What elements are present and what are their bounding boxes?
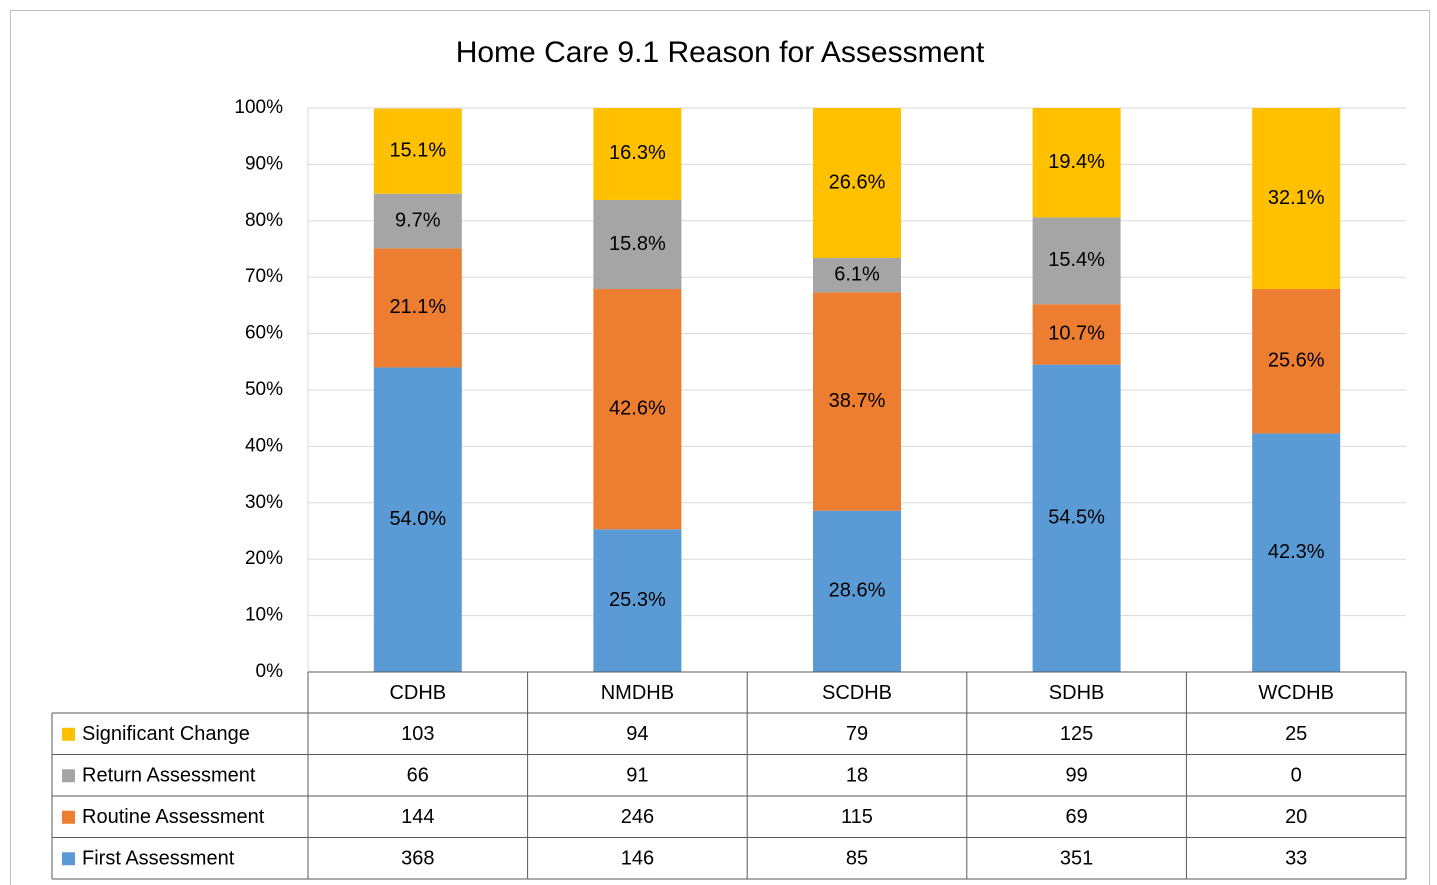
legend-swatch <box>62 810 75 824</box>
data-label: 15.1% <box>389 139 446 161</box>
table-cell: 103 <box>401 723 434 745</box>
y-tick-label: 60% <box>245 323 283 344</box>
data-label: 10.7% <box>1048 323 1105 345</box>
bar-segment <box>1252 289 1341 434</box>
data-label: 9.7% <box>395 209 441 231</box>
bar-segment <box>373 193 462 249</box>
table-cell: 146 <box>621 848 654 870</box>
table-cell: 144 <box>401 806 434 828</box>
y-tick-label: 30% <box>245 492 283 513</box>
bar-segment <box>1032 217 1121 305</box>
x-tick-label: NMDHB <box>601 682 674 704</box>
data-label: 16.3% <box>609 142 666 164</box>
bar-segment <box>1252 108 1341 290</box>
table-cell: 85 <box>846 848 868 870</box>
table-cell: 368 <box>401 848 434 870</box>
table-cell: 246 <box>621 806 654 828</box>
y-tick-label: 40% <box>245 435 283 456</box>
data-label: 21.1% <box>389 296 446 318</box>
data-label: 26.6% <box>829 171 886 193</box>
y-tick-label: 50% <box>245 379 283 400</box>
data-label: 19.4% <box>1048 151 1105 173</box>
bar-segment <box>593 289 682 530</box>
data-label: 25.6% <box>1268 350 1325 372</box>
table-cell: 79 <box>846 723 868 745</box>
y-tick-label: 100% <box>234 97 283 118</box>
table-cell: 69 <box>1065 806 1087 828</box>
x-tick-label: CDHB <box>389 682 446 704</box>
table-cell: 351 <box>1060 848 1093 870</box>
table-cell: 0 <box>1291 765 1302 787</box>
legend-label: Routine Assessment <box>82 806 265 828</box>
bar-segment <box>1252 433 1341 672</box>
data-label: 38.7% <box>829 390 886 412</box>
bar-segment <box>593 108 682 200</box>
table-cell: 125 <box>1060 723 1093 745</box>
data-label: 42.3% <box>1268 541 1325 563</box>
y-tick-label: 90% <box>245 153 283 174</box>
bar-segment <box>373 108 462 194</box>
bar-segment <box>813 292 901 511</box>
table-cell: 94 <box>626 723 648 745</box>
y-tick-label: 20% <box>245 548 283 569</box>
x-tick-label: WCDHB <box>1258 682 1334 704</box>
table-cell: 66 <box>407 765 429 787</box>
table-cell: 91 <box>626 765 648 787</box>
data-label: 25.3% <box>609 589 666 611</box>
bar-segment <box>593 199 682 290</box>
table-cell: 115 <box>841 806 873 828</box>
bar-segment <box>373 367 462 672</box>
data-label: 15.4% <box>1048 249 1105 271</box>
x-tick-label: SCDHB <box>822 682 892 704</box>
table-cell: 20 <box>1285 806 1307 828</box>
bar-segment <box>813 108 901 259</box>
bar-segment <box>373 248 462 368</box>
chart-title: Home Care 9.1 Reason for Assessment <box>456 36 985 69</box>
data-label: 54.5% <box>1048 507 1105 529</box>
chart-border <box>10 10 1430 885</box>
legend-swatch <box>62 852 75 866</box>
data-label: 42.6% <box>609 397 666 419</box>
data-label: 15.8% <box>609 233 666 255</box>
data-label: 6.1% <box>834 264 880 286</box>
x-tick-label: SDHB <box>1049 682 1105 704</box>
bar-segment <box>593 529 682 672</box>
y-tick-label: 10% <box>245 605 283 626</box>
y-tick-label: 80% <box>245 210 283 231</box>
legend-swatch <box>62 769 75 783</box>
bar-segment <box>1032 364 1121 672</box>
legend-swatch <box>62 727 75 741</box>
legend-label: First Assessment <box>82 848 235 870</box>
legend-label: Return Assessment <box>82 765 256 787</box>
legend-label: Significant Change <box>82 723 250 745</box>
y-tick-label: 70% <box>245 266 283 287</box>
data-label: 32.1% <box>1268 187 1325 209</box>
table-cell: 33 <box>1285 848 1307 870</box>
bar-segment <box>813 258 901 293</box>
table-cell: 25 <box>1285 723 1307 745</box>
data-label: 54.0% <box>389 508 446 530</box>
y-tick-label: 0% <box>256 661 284 682</box>
data-label: 28.6% <box>829 580 886 602</box>
bar-segment <box>1032 108 1121 218</box>
bar-segment <box>1032 304 1121 365</box>
table-cell: 99 <box>1065 765 1087 787</box>
table-cell: 18 <box>846 765 868 787</box>
bar-segment <box>813 510 901 672</box>
